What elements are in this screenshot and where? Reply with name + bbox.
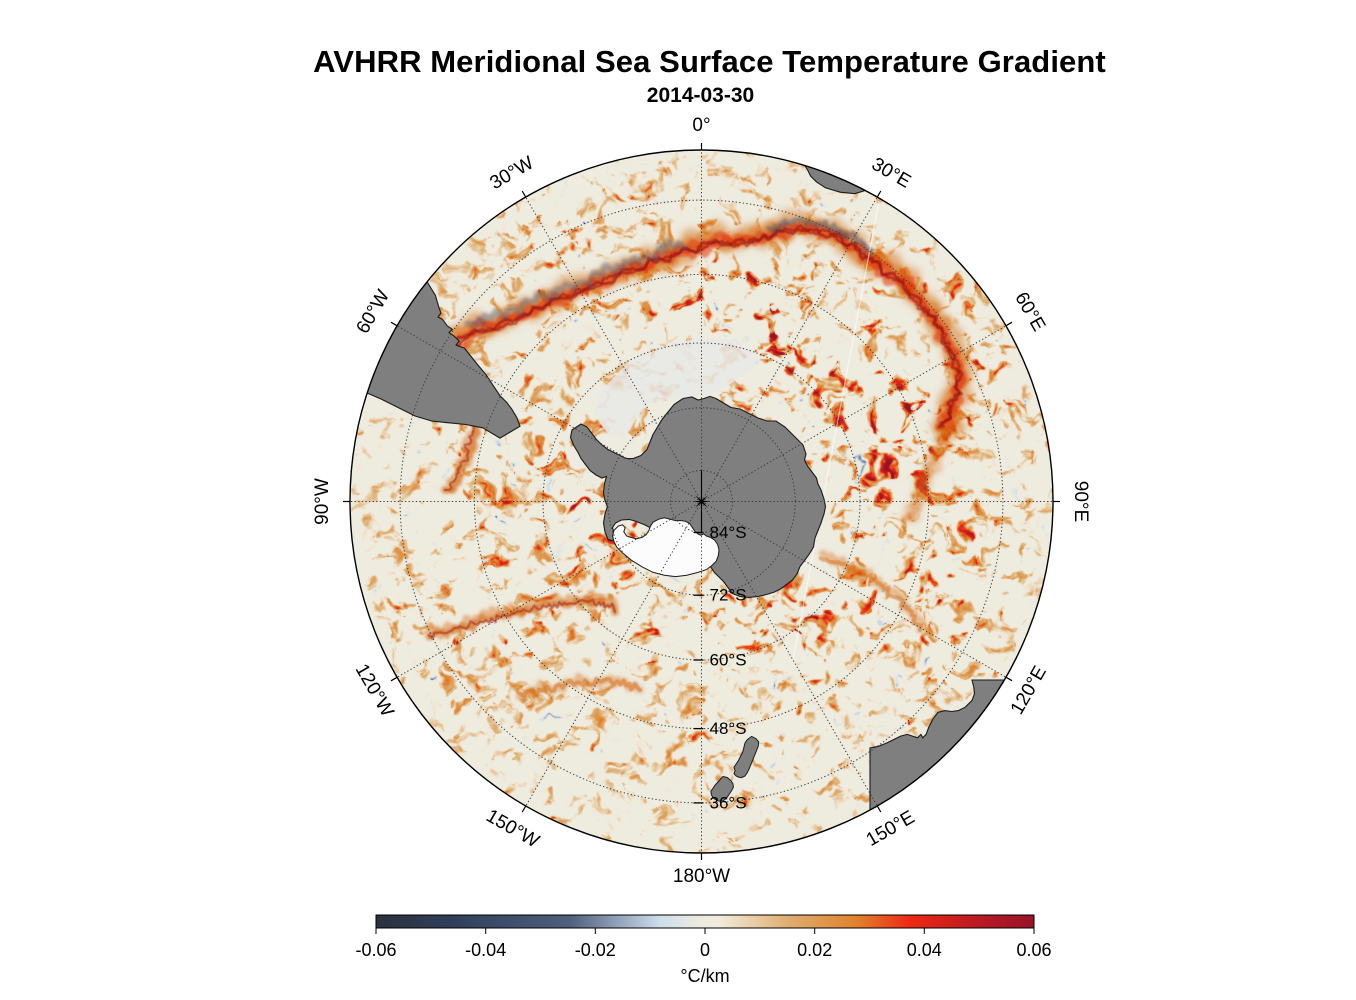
svg-text:0: 0 — [700, 940, 710, 960]
svg-text:180°W: 180°W — [673, 866, 730, 887]
svg-text:120°E: 120°E — [1007, 663, 1051, 719]
svg-text:0.06: 0.06 — [1016, 940, 1051, 960]
svg-text:30°E: 30°E — [868, 154, 914, 193]
svg-text:90°E: 90°E — [1070, 481, 1091, 522]
svg-text:0°: 0° — [692, 115, 710, 136]
svg-text:30°W: 30°W — [486, 152, 537, 194]
svg-text:150°E: 150°E — [863, 807, 919, 851]
svg-text:72°S: 72°S — [710, 586, 747, 605]
svg-text:90°W: 90°W — [312, 478, 333, 525]
svg-text:150°W: 150°W — [482, 805, 542, 852]
svg-text:36°S: 36°S — [710, 793, 747, 812]
svg-text:°C/km: °C/km — [680, 966, 729, 986]
svg-text:0.04: 0.04 — [907, 940, 942, 960]
svg-text:60°W: 60°W — [353, 286, 395, 337]
svg-text:60°S: 60°S — [710, 650, 747, 669]
svg-text:84°S: 84°S — [710, 523, 747, 542]
svg-text:-0.02: -0.02 — [575, 940, 616, 960]
svg-text:60°E: 60°E — [1010, 289, 1049, 335]
svg-text:-0.04: -0.04 — [465, 940, 506, 960]
svg-text:-0.06: -0.06 — [355, 940, 396, 960]
svg-text:120°W: 120°W — [351, 661, 398, 721]
svg-text:48°S: 48°S — [710, 719, 747, 738]
svg-text:0.02: 0.02 — [797, 940, 832, 960]
